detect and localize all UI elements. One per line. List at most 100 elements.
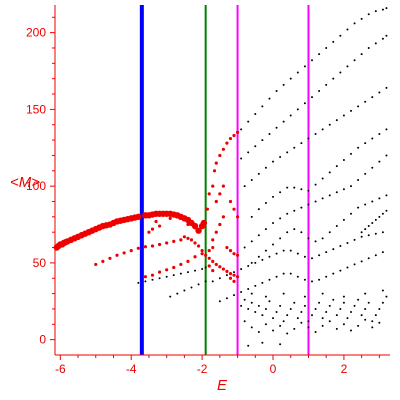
point-s2-11 [318,53,321,56]
point-s2-95 [314,200,317,203]
point-s1-41 [157,224,162,228]
point-s2-196 [374,218,377,221]
point-s2-192 [360,231,363,234]
point-s2-162 [346,241,349,244]
point-s2-86 [250,240,253,243]
point-s2-265 [303,295,306,298]
point-s2-123 [371,200,374,203]
point-s2-45 [250,179,253,181]
point-s2-193 [364,228,367,231]
point-s1-62 [228,199,233,204]
point-s1-75 [228,276,233,280]
point-s2-244 [257,330,260,333]
point-s2-18 [367,13,370,16]
point-s2-8 [296,71,299,74]
point-s2-207 [264,307,267,310]
point-s2-170 [233,294,236,297]
point-s2-163 [353,238,356,241]
point-s2-208 [268,300,271,303]
point-s2-213 [286,314,289,317]
point-s2-234 [360,314,363,317]
point-s2-0 [240,128,243,131]
point-s2-198 [381,212,384,215]
point-s2-246 [272,329,275,332]
x-tick-label: -6 [55,362,66,376]
point-s1-59 [214,199,218,204]
point-s1-61 [221,184,225,188]
point-s2-201 [243,298,246,301]
point-s2-63 [378,91,381,94]
point-s2-251 [307,326,310,329]
point-s1-72 [228,249,233,253]
point-s1-69 [211,245,215,250]
point-s2-171 [240,291,243,294]
point-s2-270 [247,344,250,347]
point-s2-20 [381,8,384,11]
point-s2-54 [314,132,317,135]
point-s2-252 [314,330,317,333]
point-s2-27 [275,126,278,129]
point-s2-168 [218,300,221,303]
point-s2-7 [289,77,292,80]
point-s2-226 [332,298,335,301]
point-s2-48 [272,160,275,163]
point-s2-62 [371,96,374,99]
point-s2-258 [357,324,360,327]
x-tick-label: -4 [126,362,137,376]
point-s1-40 [154,219,158,224]
point-s2-115 [314,240,317,243]
point-s2-146 [233,271,236,274]
point-s2-61 [364,100,367,103]
point-s2-243 [250,326,253,329]
point-s2-47 [264,166,267,169]
point-s2-43 [385,34,388,37]
point-s2-172 [247,287,250,290]
point-s2-253 [321,324,324,327]
point-s2-182 [318,278,321,281]
point-s2-126 [137,281,140,284]
point-s2-174 [261,281,264,284]
point-s1-56 [235,130,240,135]
point-s2-39 [360,53,363,56]
point-s2-59 [350,109,353,112]
point-s2-121 [357,206,360,209]
point-s2-227 [335,314,338,317]
point-s2-88 [264,228,267,231]
point-s2-141 [197,283,200,286]
point-s2-152 [275,252,278,255]
point-s1-38 [147,230,151,234]
point-s2-32 [311,96,314,99]
point-s1-52 [221,147,225,151]
point-s2-51 [293,146,296,149]
point-s1-15 [189,238,194,242]
point-s1-48 [211,184,215,188]
point-s2-129 [158,277,161,280]
point-s1-11 [172,239,176,243]
point-s2-110 [279,237,282,240]
point-s2-205 [257,304,260,307]
point-s2-58 [342,114,345,117]
point-s2-67 [264,202,267,205]
point-s2-238 [374,314,377,317]
point-s2-255 [335,327,338,330]
point-s1-60 [218,192,222,196]
point-s2-31 [303,102,306,105]
point-s2-30 [296,108,299,111]
point-s2-188 [360,260,363,263]
point-s2-73 [307,189,310,192]
point-s2-87 [257,234,260,237]
point-s2-203 [250,301,253,304]
point-s2-94 [307,203,310,206]
point-s1-67 [214,230,218,234]
point-s2-53 [307,137,310,140]
point-s2-64 [385,86,388,89]
point-s2-197 [378,215,381,218]
point-s1-24 [221,267,225,271]
point-s1-0 [94,262,98,267]
point-s1-39 [150,227,155,231]
y-axis-label: <M> [10,174,40,191]
point-s2-4 [268,97,271,100]
y-tick-label: 0 [39,333,46,347]
point-s2-55 [321,128,324,131]
point-s2-134 [194,269,197,272]
